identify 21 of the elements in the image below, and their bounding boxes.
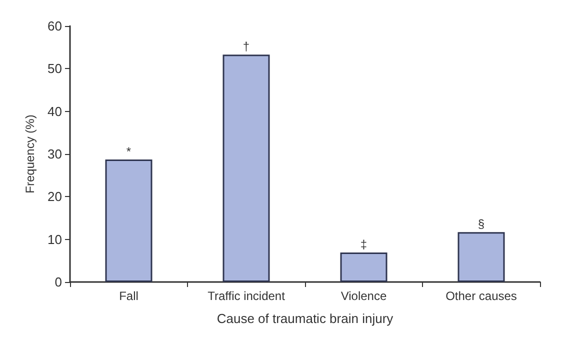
- y-tick-label: 20: [48, 189, 62, 204]
- bar: [340, 252, 388, 282]
- x-axis-title: Cause of traumatic brain injury: [216, 311, 394, 326]
- bar: [222, 54, 270, 282]
- x-tick-label: Fall: [119, 289, 138, 303]
- annotation: *: [126, 144, 132, 159]
- y-axis-title: Frequency (%): [23, 114, 37, 194]
- annotation: †: [242, 40, 250, 54]
- y-tick-label: 10: [48, 232, 62, 247]
- annotation: ‡: [360, 238, 368, 252]
- x-tick-label: Other causes: [446, 289, 517, 303]
- x-tick-label: Violence: [340, 289, 387, 303]
- x-tick-label: Traffic incident: [208, 289, 286, 303]
- y-tick-label: 30: [48, 146, 62, 162]
- y-tick-label: 0: [54, 274, 62, 290]
- bar: [458, 232, 505, 282]
- bar: [105, 160, 152, 282]
- y-tick-label: 50: [48, 61, 62, 76]
- y-tick-label: 40: [48, 104, 62, 119]
- annotation: §: [478, 217, 485, 232]
- y-tick-label: 60: [48, 18, 62, 34]
